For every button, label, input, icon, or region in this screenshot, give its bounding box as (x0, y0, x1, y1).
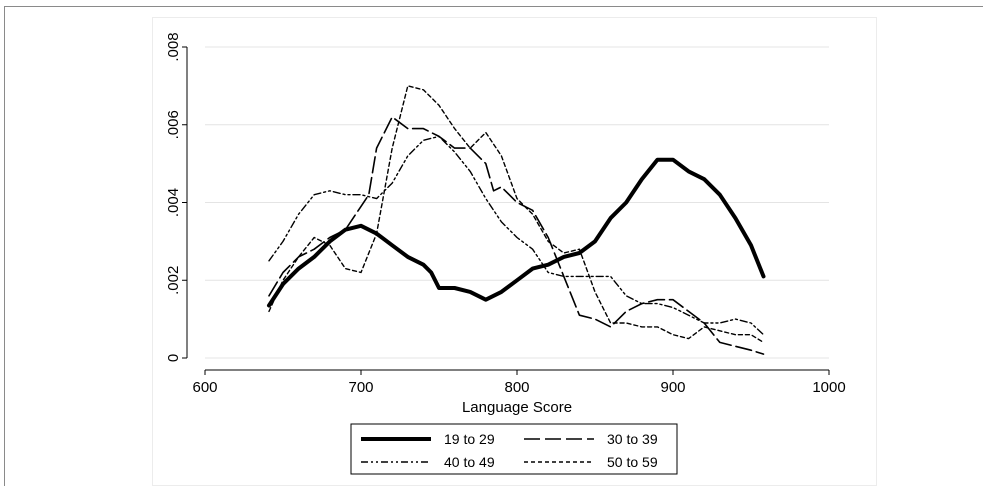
series-lines (267, 85, 766, 355)
legend-label-30-to-39: 30 to 39 (607, 431, 658, 447)
axes: 0 .002 .004 .006 .008 600 700 800 900 1000 (165, 32, 846, 396)
y-tick-label-1: .002 (165, 266, 182, 295)
legend-label-19-to-29: 19 to 29 (444, 431, 495, 447)
legend-label-40-to-49: 40 to 49 (444, 454, 495, 470)
series-line-19-to-29 (267, 157, 766, 308)
y-tick-label-0: 0 (165, 354, 182, 362)
x-tick-label-1: 700 (348, 379, 373, 396)
x-tick-label-2: 800 (504, 379, 529, 396)
series-line-30-to-39 (268, 116, 765, 355)
legend-box (350, 423, 678, 475)
x-axis-title: Language Score (462, 399, 572, 416)
x-tick-label-3: 900 (660, 379, 685, 396)
series-line-50-to-59 (268, 85, 765, 344)
window-frame-left-edge (4, 6, 5, 486)
x-tick-label-4: 1000 (812, 379, 845, 396)
y-tick-label-2: .004 (165, 188, 182, 217)
graph-region (152, 17, 877, 486)
legend-label-50-to-59: 50 to 59 (607, 454, 658, 470)
gridlines (205, 46, 829, 359)
legend: 19 to 29 30 to 39 40 to 49 50 to 59 (350, 423, 678, 475)
y-tick-label-4: .008 (165, 32, 182, 61)
window-frame-top-edge (4, 6, 983, 7)
series-line-40-to-49 (268, 135, 765, 336)
x-tick-label-0: 600 (192, 379, 217, 396)
y-tick-label-3: .006 (165, 110, 182, 139)
